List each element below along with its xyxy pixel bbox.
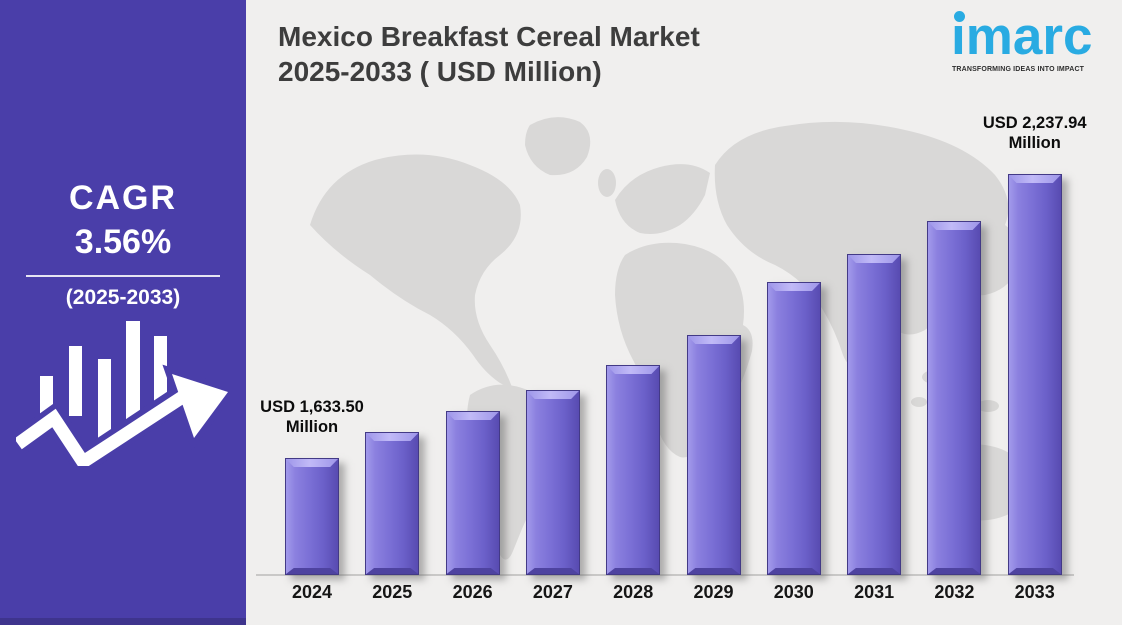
x-axis-label-2031: 2031 [854, 582, 895, 602]
bar-2028 [606, 365, 661, 575]
imarc-logo-text: ımarc [951, 7, 1093, 66]
cagr-period: (2025-2033) [65, 285, 181, 309]
chart-title-line2: 2025-2033 ( USD Million) [278, 56, 602, 87]
x-axis-label-2029: 2029 [693, 582, 734, 602]
bar-2024 [285, 458, 339, 575]
sidebar-bottom-strip [0, 618, 246, 625]
cagr-label: CAGR [68, 179, 178, 217]
bar-2032 [927, 221, 982, 575]
value-label-2033: USD 2,237.94 Million [982, 114, 1087, 152]
x-axis-label-2024: 2024 [291, 582, 333, 602]
x-axis-label-2033: 2033 [1014, 582, 1055, 602]
bar-2033 [1007, 174, 1062, 575]
cagr-divider-line [26, 274, 220, 277]
bar-2025 [365, 432, 420, 575]
x-axis-label-2027: 2027 [532, 582, 573, 602]
x-axis-label-2026: 2026 [452, 582, 493, 602]
bar-2029 [686, 335, 741, 575]
imarc-logo-i-dot [954, 11, 965, 22]
bar-2030 [766, 282, 821, 575]
x-axis-label-2025: 2025 [372, 582, 413, 602]
bar-2027 [525, 390, 580, 575]
bar-chart-growth-arrow-icon [16, 321, 231, 466]
imarc-logo: ımarc TRANSFORMING IDEAS INTO IMPACT [951, 7, 1111, 73]
value-label-2024: USD 1,633.50 Million [260, 398, 364, 436]
x-axis-label-2028: 2028 [613, 582, 654, 602]
sidebar: CAGR 3.56% (2025-2033) [0, 0, 246, 625]
x-axis-label-2030: 2030 [773, 582, 814, 602]
chart-title: Mexico Breakfast Cereal Market 2025-2033… [278, 19, 700, 89]
bar-2031 [847, 254, 902, 575]
chart-title-line1: Mexico Breakfast Cereal Market [278, 21, 700, 52]
cagr-block: CAGR 3.56% (2025-2033) [0, 179, 246, 309]
cagr-value: 3.56% [74, 223, 172, 262]
imarc-logo-tagline: TRANSFORMING IDEAS INTO IMPACT [952, 66, 1085, 73]
x-axis-label-2032: 2032 [934, 582, 975, 602]
bar-2026 [445, 411, 500, 575]
x-axis-line [256, 574, 1074, 576]
